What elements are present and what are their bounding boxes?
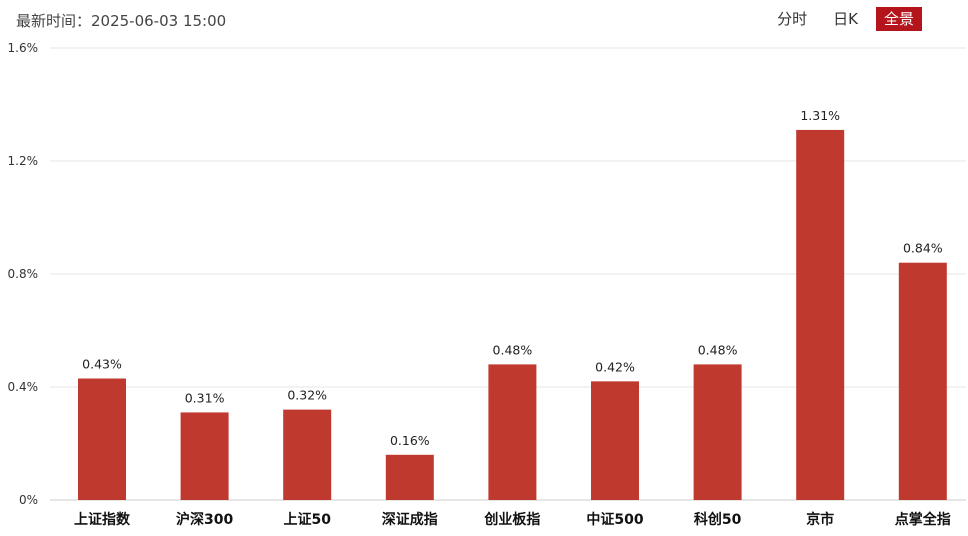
y-tick-label: 0.8%	[8, 267, 39, 281]
category-label: 上证50	[283, 512, 331, 528]
category-label: 点掌全指	[895, 511, 951, 528]
bars	[78, 129, 947, 501]
value-label: 0.84%	[903, 241, 943, 256]
bar[interactable]	[78, 378, 126, 500]
value-labels: 0.43% 0.31% 0.32% 0.16% 0.48% 0.42% 0.48% 1.31%…	[82, 108, 943, 448]
category-label: 京市	[806, 511, 834, 528]
category-label: 中证500	[586, 511, 643, 528]
y-axis-ticks: 0% 0.4% 0.8% 1.2% 1.6%	[8, 41, 39, 507]
chart-header: 最新时间：2025-06-03 15:00 分时 日K 全景	[0, 0, 968, 36]
value-label: 0.42%	[595, 359, 635, 374]
bar[interactable]	[796, 129, 845, 501]
bar[interactable]	[385, 454, 434, 500]
category-label: 深证成指	[382, 511, 438, 528]
category-label: 创业板指	[483, 511, 540, 528]
y-tick-label: 1.6%	[8, 41, 39, 55]
value-label: 0.48%	[698, 342, 738, 357]
category-label: 上证指数	[74, 511, 131, 528]
category-label: 沪深300	[176, 511, 233, 528]
y-tick-label: 0.4%	[8, 380, 39, 394]
category-labels: 上证指数 沪深300 上证50 深证成指 创业板指 中证500 科创50 京市 点掌全指	[74, 511, 951, 528]
bar[interactable]	[591, 381, 639, 500]
bar[interactable]	[180, 412, 229, 500]
bar[interactable]	[488, 364, 537, 500]
tab-intraday[interactable]: 分时	[777, 10, 808, 28]
value-label: 0.16%	[390, 433, 430, 448]
value-label: 0.32%	[287, 388, 327, 403]
value-label: 1.31%	[800, 108, 840, 123]
category-label: 科创50	[694, 511, 742, 528]
bar[interactable]	[693, 364, 742, 500]
view-tabs: 分时 日K 全景	[759, 7, 922, 31]
y-tick-label: 0%	[19, 493, 38, 507]
y-tick-label: 1.2%	[8, 154, 39, 168]
bar[interactable]	[283, 409, 332, 500]
value-label: 0.48%	[493, 342, 533, 357]
tab-daily-k[interactable]: 日K	[833, 10, 858, 28]
tab-panorama[interactable]: 全景	[875, 7, 922, 31]
value-label: 0.43%	[82, 357, 122, 372]
value-label: 0.31%	[185, 390, 225, 405]
bar[interactable]	[898, 262, 947, 500]
update-time: 最新时间：2025-06-03 15:00	[16, 12, 227, 30]
